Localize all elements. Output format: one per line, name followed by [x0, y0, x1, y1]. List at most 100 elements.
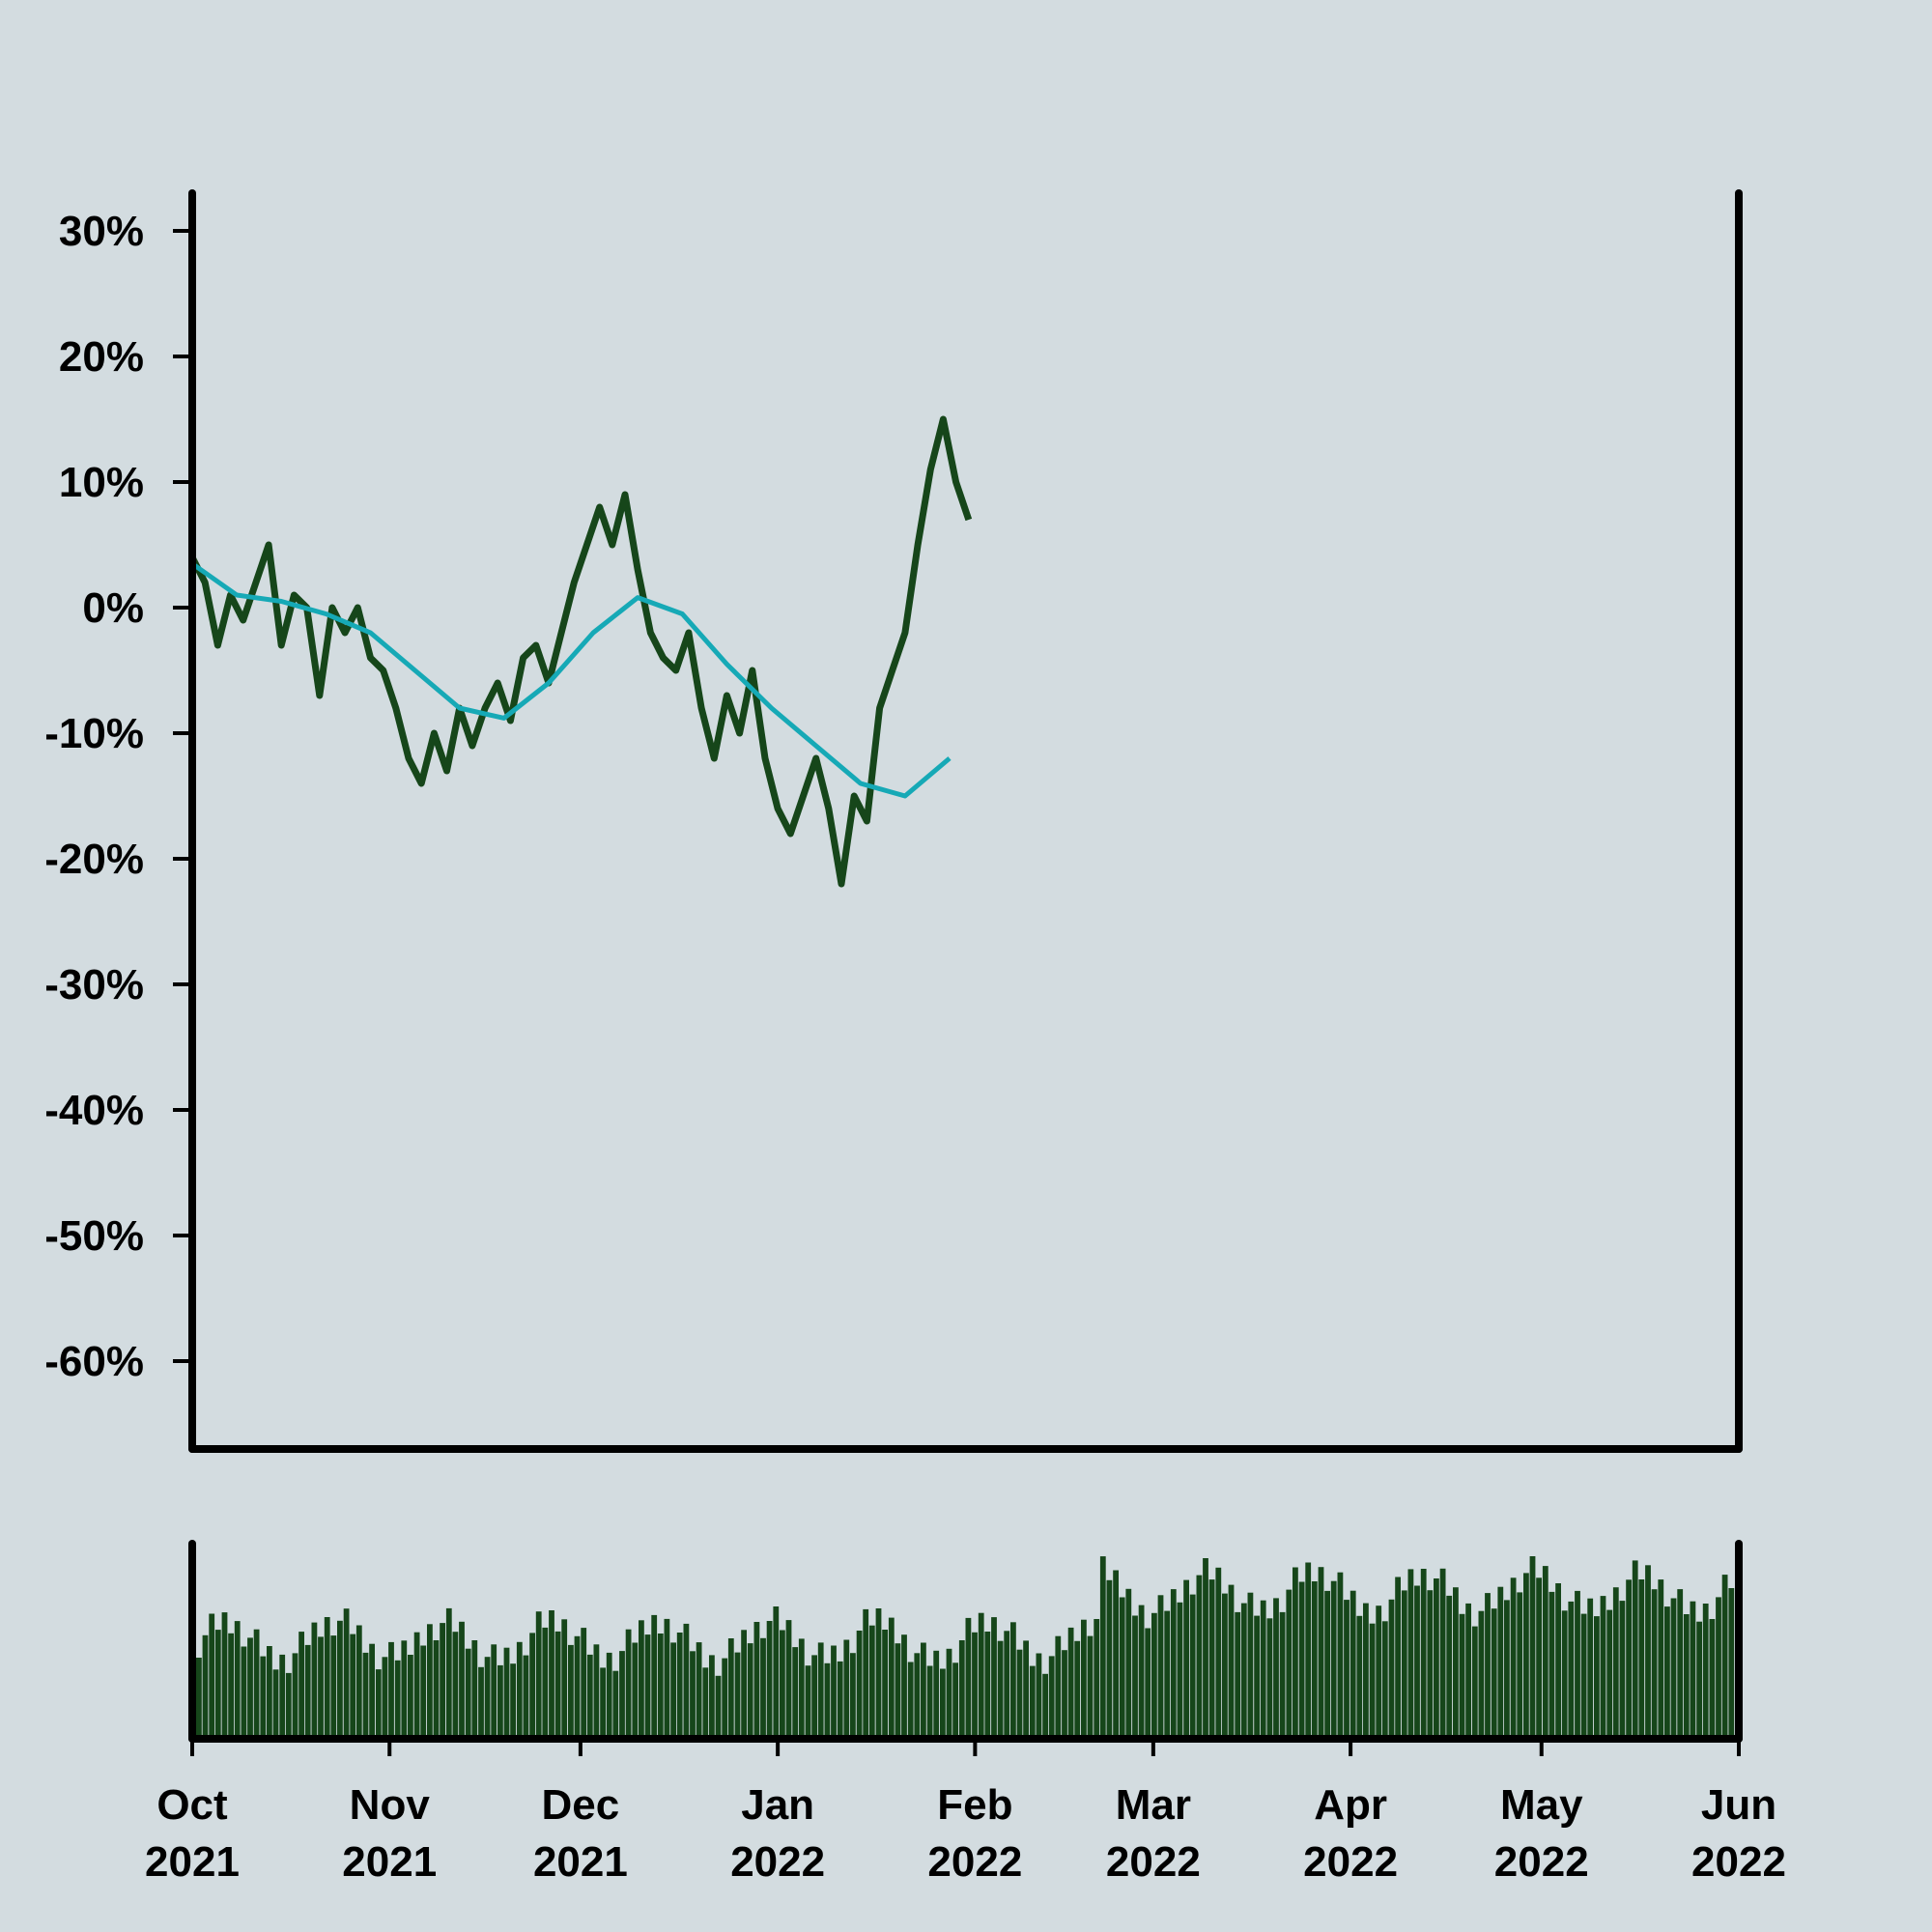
- volume-bar: [420, 1645, 427, 1735]
- volume-bar: [221, 1612, 228, 1735]
- volume-bar: [247, 1637, 253, 1735]
- volume-bar: [1029, 1665, 1036, 1735]
- volume-bar: [362, 1652, 369, 1735]
- y-tick-label: -60%: [44, 1338, 144, 1385]
- volume-bar: [1568, 1601, 1575, 1735]
- volume-bar: [228, 1633, 234, 1735]
- volume-bar: [856, 1631, 863, 1735]
- volume-bar: [1497, 1586, 1504, 1735]
- x-tick-label-year: 2021: [342, 1838, 437, 1886]
- y-tick-label: 10%: [59, 459, 144, 506]
- volume-bar: [1235, 1611, 1241, 1735]
- volume-bar: [1350, 1590, 1356, 1735]
- volume-bar: [1055, 1635, 1062, 1735]
- volume-bar: [304, 1644, 311, 1735]
- volume-bar: [914, 1653, 921, 1735]
- volume-bar: [940, 1668, 946, 1735]
- volume-bar: [355, 1625, 362, 1735]
- volume-bar: [798, 1638, 805, 1735]
- volume-bar: [1407, 1569, 1414, 1735]
- volume-bar: [1177, 1602, 1183, 1735]
- volume-bar: [440, 1623, 445, 1735]
- volume-bar: [696, 1642, 702, 1735]
- volume-bar: [1208, 1579, 1215, 1735]
- volume-bar: [625, 1629, 632, 1735]
- volume-bar: [209, 1613, 215, 1735]
- volume-bar: [484, 1657, 491, 1735]
- volume-bar: [253, 1629, 260, 1735]
- volume-bar: [907, 1662, 914, 1735]
- volume-bar: [388, 1641, 394, 1735]
- volume-bar: [1561, 1610, 1568, 1735]
- volume-bar: [1728, 1588, 1735, 1735]
- volume-bar: [337, 1620, 343, 1735]
- main-plot: 30% 20% 10% 0% -10% -20% -30% -40% -50% -60%: [44, 189, 1743, 1453]
- y-tick-label: -40%: [44, 1087, 144, 1134]
- volume-bar: [1113, 1570, 1119, 1735]
- x-tick-label-year: 2022: [1494, 1838, 1589, 1886]
- volume-bar: [780, 1630, 785, 1735]
- volume-bar: [805, 1665, 811, 1735]
- volume-bar: [1067, 1627, 1074, 1735]
- volume-bar: [1376, 1605, 1382, 1735]
- volume-bar: [1344, 1600, 1350, 1735]
- y-tick-label: 0%: [82, 584, 144, 632]
- volume-bar: [408, 1655, 413, 1735]
- volume-bar: [549, 1610, 554, 1735]
- volume-bar: [1401, 1590, 1407, 1735]
- volume-bar: [324, 1617, 330, 1735]
- x-tick-label-month: Oct: [156, 1781, 228, 1829]
- volume-bar: [1626, 1579, 1632, 1735]
- volume-bar: [1106, 1579, 1113, 1735]
- volume-bar: [1434, 1578, 1439, 1735]
- volume-bar: [1145, 1628, 1151, 1735]
- volume-bar: [1318, 1567, 1324, 1735]
- volume-bar: [1324, 1590, 1330, 1735]
- volume-bar: [657, 1634, 664, 1735]
- volume-bar: [1548, 1591, 1555, 1735]
- volume-bar: [1094, 1619, 1100, 1735]
- volume-bar: [1612, 1587, 1619, 1735]
- volume-bar: [542, 1627, 549, 1735]
- volume-bar: [670, 1642, 676, 1735]
- volume-bar: [1670, 1598, 1677, 1735]
- volume-plot: Oct 2021 Nov 2021 Dec 2021 Jan 2022 Feb 2022 Mar 20…: [145, 1540, 1786, 1886]
- volume-bar: [1260, 1600, 1266, 1735]
- volume-bar: [1138, 1605, 1145, 1735]
- volume-bar: [1254, 1615, 1260, 1735]
- volume-bar: [497, 1664, 503, 1735]
- y-axis: 30% 20% 10% 0% -10% -20% -30% -40% -50% -60%: [44, 208, 192, 1385]
- volume-bar: [619, 1651, 625, 1735]
- volume-bar: [1023, 1640, 1029, 1735]
- volume-bar: [817, 1642, 824, 1735]
- volume-bar: [1042, 1673, 1048, 1735]
- volume-bar: [1273, 1598, 1279, 1735]
- volume-bar: [1170, 1589, 1177, 1735]
- volume-bar: [709, 1655, 715, 1735]
- x-tick-label-year: 2022: [1106, 1838, 1201, 1886]
- volume-bar: [1594, 1616, 1600, 1735]
- volume-bar: [741, 1630, 747, 1735]
- volume-bar: [1164, 1610, 1171, 1735]
- volume-bar: [792, 1647, 799, 1735]
- volume-bar: [459, 1621, 465, 1735]
- volume-bar: [1099, 1556, 1106, 1735]
- volume-bar: [330, 1635, 337, 1735]
- volume-bar: [343, 1608, 350, 1735]
- volume-bar: [318, 1636, 324, 1735]
- volume-bar: [1183, 1579, 1189, 1735]
- volume-bar: [350, 1634, 356, 1735]
- x-tick-label-month: Apr: [1314, 1781, 1387, 1829]
- volume-bar: [554, 1631, 561, 1735]
- volume-bar: [1337, 1572, 1344, 1735]
- x-tick-label-year: 2021: [145, 1838, 240, 1886]
- volume-bar: [574, 1635, 581, 1735]
- volume-bar: [612, 1670, 619, 1735]
- volume-bar: [593, 1644, 600, 1735]
- volume-bar: [1293, 1567, 1298, 1735]
- volume-bar: [843, 1639, 850, 1735]
- volume-bar: [1529, 1556, 1536, 1735]
- volume-bar: [311, 1622, 318, 1735]
- volume-bar: [1491, 1608, 1497, 1735]
